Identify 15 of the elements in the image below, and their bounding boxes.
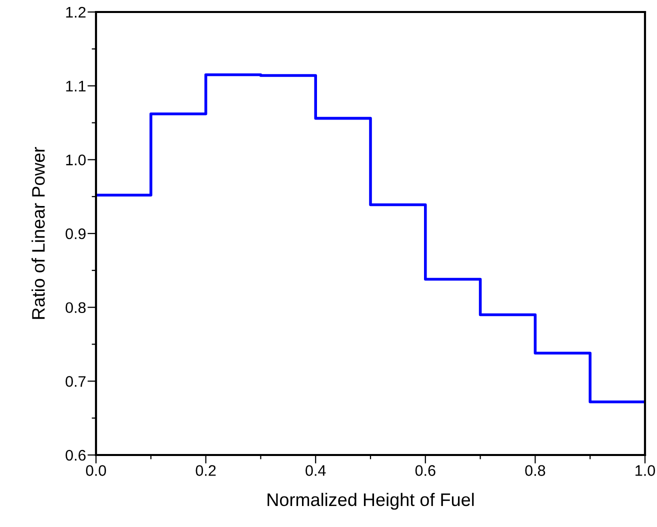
- x-tick-label: 1.0: [636, 465, 656, 476]
- x-tick-label: 0.6: [415, 465, 436, 476]
- y-tick-label: 0.7: [66, 376, 86, 387]
- x-axis-title: Normalized Height of Fuel: [268, 492, 474, 510]
- y-tick-label: 1.0: [66, 154, 86, 166]
- y-tick-label: 1.2: [66, 6, 86, 18]
- y-tick-label: 0.9: [66, 228, 86, 240]
- y-tick-label: 0.8: [66, 302, 86, 314]
- y-tick-label: 1.1: [66, 80, 86, 92]
- x-tick-label: 0.8: [525, 465, 546, 476]
- x-tick-label: 0.2: [196, 465, 216, 476]
- y-axis-title: Ratio of Linear Power: [32, 146, 45, 319]
- x-tick-label: 0.0: [86, 465, 106, 476]
- x-tick-label: 0.4: [306, 465, 326, 476]
- y-tick-label: 0.6: [66, 450, 86, 461]
